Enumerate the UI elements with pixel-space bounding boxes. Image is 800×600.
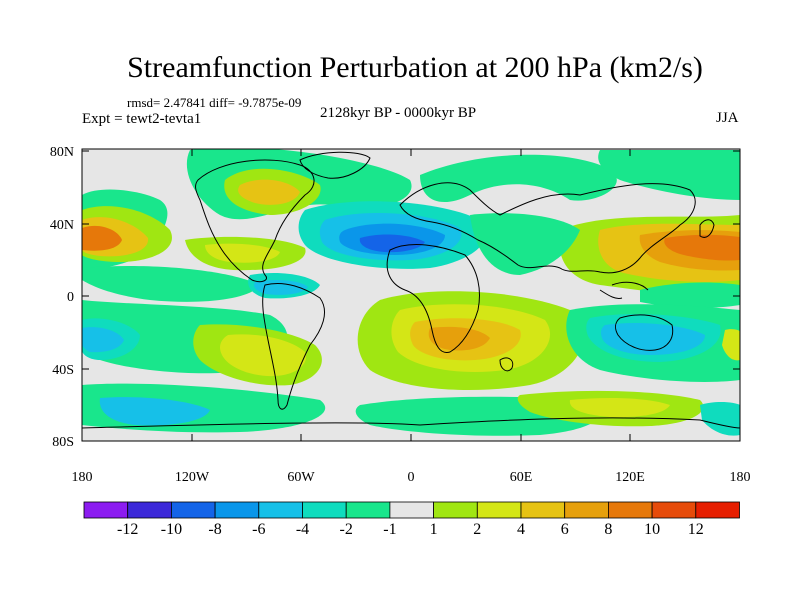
colorbar-label: 6	[561, 521, 569, 538]
colorbar-label: -6	[252, 521, 265, 538]
contour-region	[569, 397, 670, 418]
contour-region	[640, 282, 740, 308]
colorbar-labels: -12 -10 -8 -6 -4 -2 -1 1 2 4 6 8 10 12	[117, 521, 704, 538]
lon-label: 120E	[615, 470, 645, 485]
lat-label: 40N	[50, 218, 74, 233]
colorbar-label: 8	[604, 521, 612, 538]
contour-region	[428, 326, 490, 351]
contour-region	[470, 213, 580, 275]
contour-region	[82, 225, 122, 251]
colorbar-label: 1	[430, 521, 438, 538]
lat-label: 80S	[52, 435, 74, 450]
colorbar-swatch	[345, 501, 391, 519]
colorbar-swatch	[651, 501, 697, 519]
colorbar-swatch	[608, 501, 653, 519]
contour-region	[722, 329, 740, 361]
lon-label: 180	[730, 470, 751, 485]
contour-region	[359, 234, 425, 253]
contour-region	[220, 334, 306, 377]
colorbar-swatch	[695, 501, 740, 519]
colorbar-swatch	[564, 501, 609, 519]
lat-label: 80N	[50, 145, 74, 160]
contour-region	[82, 327, 124, 353]
colorbar-swatch	[433, 501, 478, 519]
contour-region	[82, 265, 260, 302]
longitude-labels: 180 120W 60W 0 60E 120E 180	[72, 470, 751, 485]
contour-region	[205, 243, 280, 263]
contour-region	[254, 279, 308, 295]
colorbar-label: -10	[161, 521, 182, 538]
colorbar-swatch	[302, 501, 347, 519]
colorbar-swatch	[170, 501, 216, 519]
lat-label: 40S	[52, 363, 74, 378]
contour-region	[664, 234, 740, 261]
colorbar-label: -1	[383, 521, 396, 538]
latitude-labels: 80N 40N 0 40S 80S	[50, 145, 74, 450]
colorbar-label: 10	[644, 521, 660, 538]
lon-label: 60E	[510, 470, 533, 485]
colorbar-label: -4	[296, 521, 309, 538]
colorbar-swatch	[520, 501, 566, 519]
colorbar-label: -8	[208, 521, 221, 538]
coastlines	[82, 151, 740, 429]
colorbar-swatch	[476, 501, 522, 519]
lat-label: 0	[67, 290, 74, 305]
lon-label: 60W	[287, 470, 315, 485]
period-label: 2128kyr BP - 0000kyr BP	[320, 105, 477, 121]
colorbar-label: -2	[340, 521, 353, 538]
lon-label: 180	[72, 470, 93, 485]
colorbar-label: -12	[117, 521, 138, 538]
colorbar-swatch	[258, 501, 303, 519]
colorbar-label: 12	[688, 521, 704, 538]
season-label: JJA	[716, 110, 739, 126]
contour-region	[420, 154, 617, 203]
plot-title: Streamfunction Perturbation at 200 hPa (…	[127, 51, 703, 84]
experiment-label: Expt = tewt2-tevta1	[82, 111, 202, 127]
colorbar-swatch	[389, 501, 434, 519]
axis-ticks	[81, 149, 741, 442]
colorbar-label: 4	[517, 521, 525, 538]
colorbar-swatch	[214, 501, 260, 519]
colorbar-swatch	[83, 501, 129, 519]
map-panel	[82, 149, 740, 441]
rmsd-diff-stats: rmsd= 2.47841 diff= -9.7875e-09	[127, 95, 302, 110]
contour-region	[99, 397, 210, 426]
lon-label: 120W	[175, 470, 210, 485]
colorbar-label: 2	[473, 521, 481, 538]
contour-region	[238, 179, 300, 205]
colorbar-swatch	[127, 501, 172, 519]
lon-label: 0	[408, 470, 415, 485]
contour-region	[598, 150, 740, 200]
colorbar	[83, 501, 740, 519]
contour-region	[601, 323, 705, 355]
